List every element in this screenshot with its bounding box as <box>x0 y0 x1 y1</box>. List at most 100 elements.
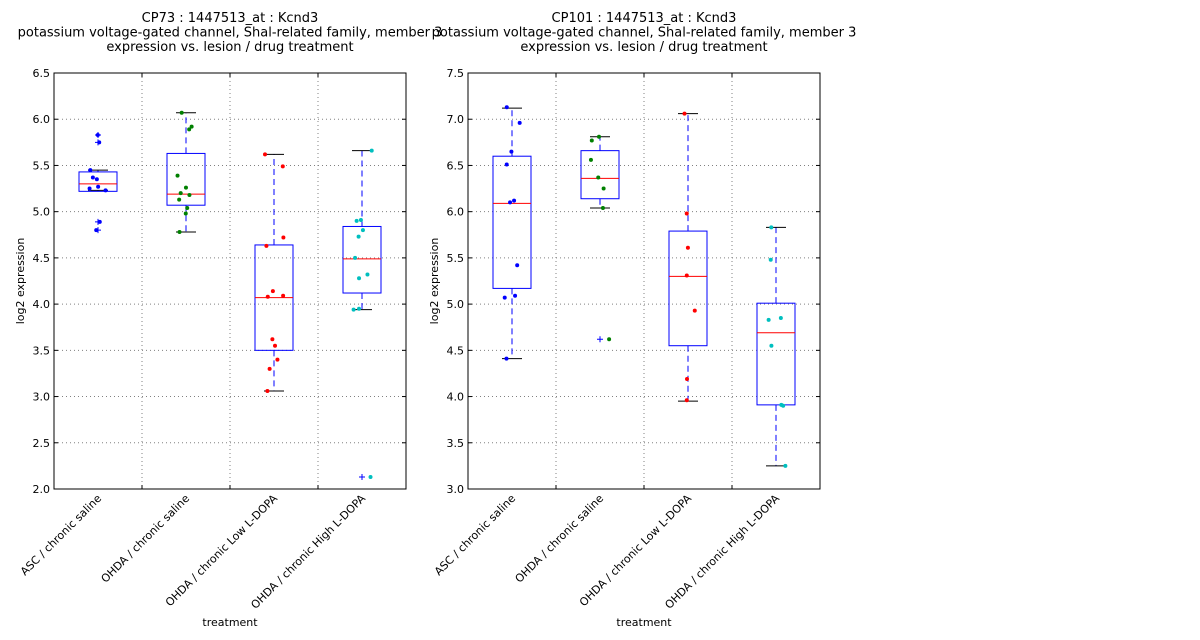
data-point <box>358 217 363 222</box>
box-group <box>254 152 294 394</box>
data-point <box>502 295 507 300</box>
data-point <box>280 164 285 169</box>
data-point <box>177 230 182 235</box>
y-tick-label: 3.0 <box>33 391 51 404</box>
x-axis-label: treatment <box>616 616 672 629</box>
y-tick-label: 2.0 <box>33 483 51 496</box>
data-point <box>94 177 99 182</box>
y-tick-label: 4.5 <box>447 344 465 357</box>
data-point <box>87 186 92 191</box>
chart-title-line: potassium voltage-gated channel, Shal-re… <box>432 26 857 41</box>
data-point <box>265 294 270 299</box>
data-point <box>768 257 773 262</box>
x-tick-label: OHDA / chronic saline <box>513 492 607 586</box>
y-tick-label: 4.5 <box>33 252 51 265</box>
data-point <box>281 235 286 240</box>
box-iqr <box>492 155 532 289</box>
data-point <box>357 306 362 311</box>
box-group <box>342 148 382 480</box>
data-point <box>596 175 601 180</box>
data-point <box>504 356 509 361</box>
data-point <box>185 205 190 210</box>
data-point <box>187 193 192 198</box>
data-point <box>685 245 690 250</box>
data-point <box>769 343 774 348</box>
data-point <box>368 474 373 479</box>
data-point <box>682 111 687 116</box>
y-tick-label: 3.5 <box>33 344 51 357</box>
data-point <box>509 149 514 154</box>
data-point <box>177 197 182 202</box>
y-tick-label: 5.0 <box>447 298 465 311</box>
x-tick-label: ASC / chronic saline <box>432 492 518 578</box>
y-axis-label: log2 expression <box>14 238 27 325</box>
data-point <box>353 255 358 260</box>
data-point <box>684 398 689 403</box>
data-point <box>267 366 272 371</box>
data-point <box>356 234 361 239</box>
data-point <box>263 152 268 157</box>
y-tick-label: 6.5 <box>447 159 465 172</box>
box-group <box>78 131 118 234</box>
data-point <box>97 219 102 224</box>
data-point <box>769 225 774 230</box>
data-point <box>517 120 522 125</box>
data-point <box>515 263 520 268</box>
y-axis-label: log2 expression <box>428 238 441 325</box>
data-point <box>766 317 771 322</box>
y-tick-label: 6.0 <box>33 113 51 126</box>
y-tick-label: 6.0 <box>447 206 465 219</box>
data-point <box>175 173 180 178</box>
data-point <box>783 463 788 468</box>
chart-title-line: CP101 : 1447513_at : Kcnd3 <box>552 11 737 26</box>
y-tick-label: 4.0 <box>33 298 51 311</box>
data-point <box>189 124 194 129</box>
box-group <box>580 134 620 343</box>
chart-title-line: expression vs. lesion / drug treatment <box>520 40 767 55</box>
data-point <box>504 162 509 167</box>
box-group <box>756 225 796 468</box>
data-point <box>357 276 362 281</box>
box-group <box>166 110 206 235</box>
data-point <box>94 228 99 233</box>
y-tick-label: 5.5 <box>33 159 51 172</box>
data-point <box>97 140 102 145</box>
data-point <box>354 218 359 223</box>
data-point <box>103 188 108 193</box>
chart-title-line: CP73 : 1447513_at : Kcnd3 <box>142 11 319 26</box>
data-point <box>512 198 517 203</box>
axes-frame <box>53 72 407 490</box>
box-iqr <box>668 230 708 347</box>
box-group <box>668 111 708 403</box>
outlier-marker <box>359 473 365 480</box>
data-point <box>275 357 280 362</box>
box-iqr <box>580 150 620 200</box>
data-point <box>684 273 689 278</box>
box-iqr <box>166 152 206 206</box>
data-point <box>589 138 594 143</box>
box-group <box>492 105 532 361</box>
x-tick-label: OHDA / chronic saline <box>99 492 193 586</box>
data-point <box>179 110 184 115</box>
y-tick-label: 3.5 <box>447 437 465 450</box>
data-point <box>187 127 192 132</box>
data-point <box>692 308 697 313</box>
outlier-marker <box>597 336 603 343</box>
data-point <box>778 315 783 320</box>
data-point <box>607 337 612 342</box>
y-tick-label: 4.0 <box>447 391 465 404</box>
data-point <box>270 337 275 342</box>
box-iqr <box>756 302 796 406</box>
data-point <box>513 293 518 298</box>
box-iqr <box>342 225 382 294</box>
x-axis-label: treatment <box>202 616 258 629</box>
x-tick-label: ASC / chronic saline <box>18 492 104 578</box>
data-point <box>600 205 605 210</box>
data-point <box>90 175 95 180</box>
data-point <box>281 293 286 298</box>
data-point <box>273 343 278 348</box>
chart-title-line: expression vs. lesion / drug treatment <box>106 40 353 55</box>
chart-title-line: potassium voltage-gated channel, Shal-re… <box>18 26 443 41</box>
